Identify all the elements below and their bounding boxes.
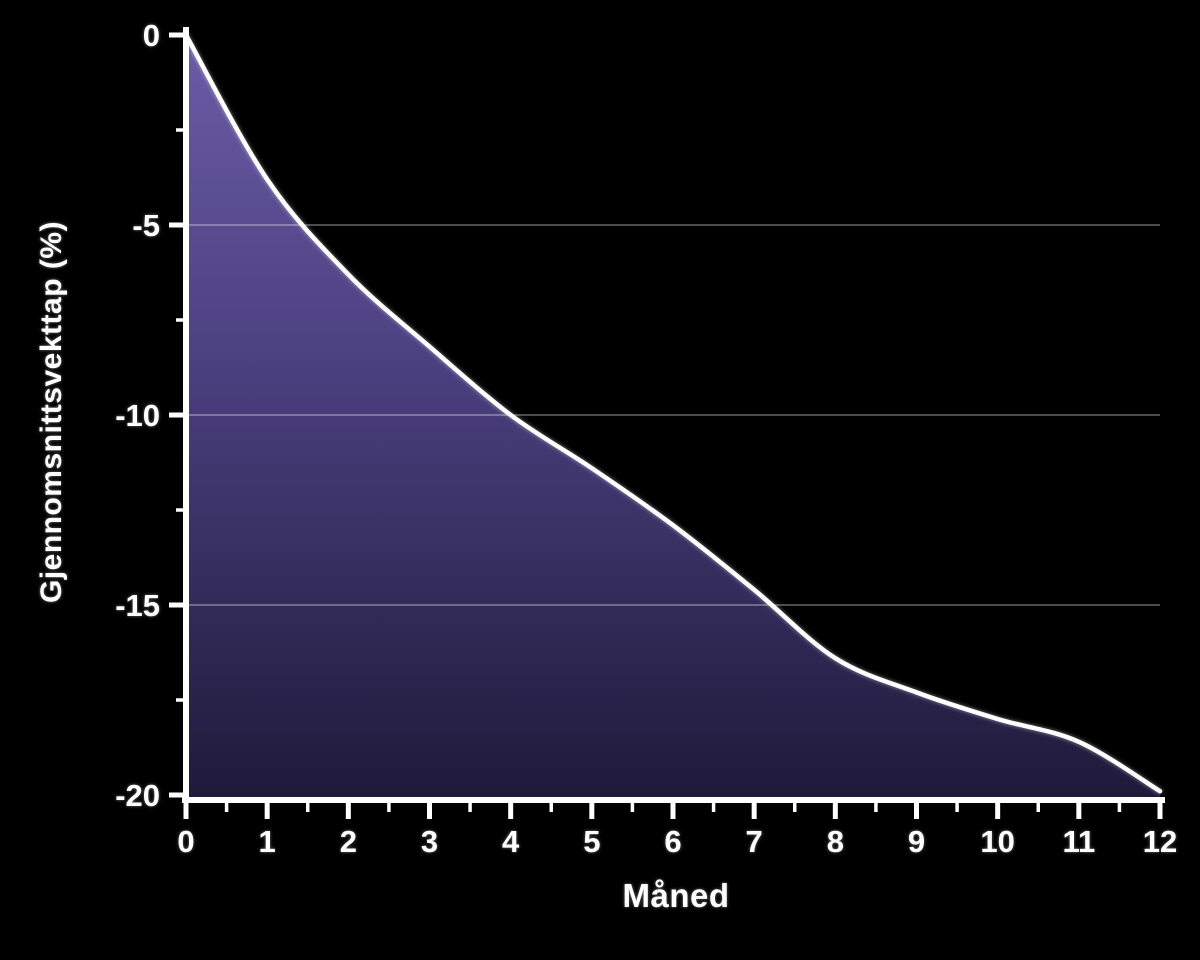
plot-area-fill xyxy=(186,35,1160,799)
x-tick-label: 11 xyxy=(1062,824,1095,859)
x-tick-label: 7 xyxy=(746,824,763,859)
y-tick-label: -20 xyxy=(115,778,160,813)
x-axis-title: Måned xyxy=(622,877,730,914)
x-tick-label: 10 xyxy=(980,824,1014,859)
trend-line xyxy=(183,32,1163,794)
x-tick-label: 1 xyxy=(259,824,276,859)
x-tick-label: 9 xyxy=(908,824,925,859)
x-tick-label: 12 xyxy=(1143,824,1177,859)
x-tick-label: 2 xyxy=(340,824,357,859)
x-tick-label: 6 xyxy=(664,824,681,859)
x-tick-label: 8 xyxy=(827,824,844,859)
y-tick-label: -10 xyxy=(115,398,160,433)
y-tick-label: -5 xyxy=(132,208,160,243)
x-tick-label: 3 xyxy=(421,824,438,859)
y-axis-title: Gjennomsnittsvekttap (%) xyxy=(35,220,68,604)
y-tick-label: 0 xyxy=(143,18,160,53)
x-tick-label: 4 xyxy=(502,824,520,859)
y-tick-label: -15 xyxy=(115,588,160,623)
x-tick-label: 5 xyxy=(583,824,600,859)
x-tick-label: 0 xyxy=(177,824,194,859)
